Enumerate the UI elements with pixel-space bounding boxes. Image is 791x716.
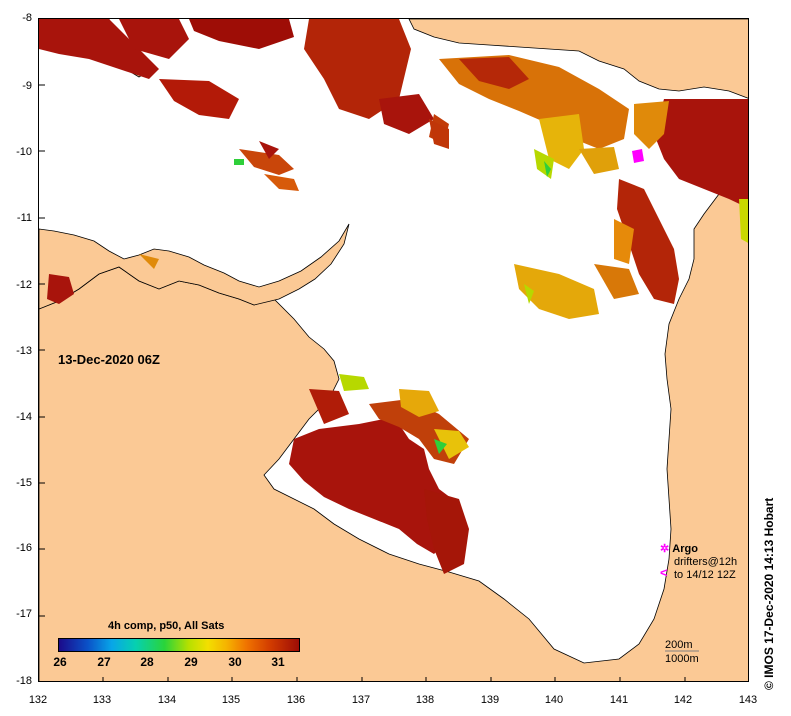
depth-200-label: 200m xyxy=(665,639,693,651)
lat-label: -16 xyxy=(16,542,32,554)
colorbar xyxy=(58,638,300,652)
axis-ticks xyxy=(39,84,686,681)
sst-patch xyxy=(189,19,294,49)
lat-label: -15 xyxy=(16,477,32,489)
depth-1000-label: 1000m xyxy=(665,653,699,665)
sst-map[interactable] xyxy=(38,18,749,682)
sst-patch xyxy=(39,19,159,79)
sst-patch xyxy=(617,179,679,304)
sst-patch xyxy=(594,264,639,299)
drifter-arrow-icon: < xyxy=(660,565,668,580)
lon-label: 132 xyxy=(28,694,48,706)
colorbar-label: 30 xyxy=(228,655,242,669)
lon-label: 141 xyxy=(609,694,629,706)
colorbar-title: 4h comp, p50, All Sats xyxy=(108,620,225,632)
sst-patch xyxy=(514,264,599,319)
colorbar-label: 29 xyxy=(184,655,198,669)
colorbar-label: 31 xyxy=(271,655,285,669)
sst-patch xyxy=(539,114,584,169)
lon-label: 136 xyxy=(286,694,306,706)
drifter-label-2: to 14/12 12Z xyxy=(674,569,736,581)
sst-layer xyxy=(39,19,748,574)
lon-label: 139 xyxy=(480,694,500,706)
lat-label: -12 xyxy=(16,279,32,291)
sst-patch xyxy=(289,419,464,554)
sst-patch xyxy=(259,141,279,159)
drifter-legend: drifters@12h < to 14/12 12Z xyxy=(660,556,737,582)
sst-patch xyxy=(119,19,189,59)
map-timestamp: 13-Dec-2020 06Z xyxy=(58,352,160,367)
sst-patch xyxy=(339,374,369,391)
sst-patch xyxy=(579,147,619,174)
lon-label: 140 xyxy=(544,694,564,706)
sst-patch xyxy=(264,174,299,191)
colorbar-label: 26 xyxy=(53,655,67,669)
lat-label: -11 xyxy=(16,212,32,224)
sst-patch xyxy=(159,79,239,119)
sst-patch xyxy=(544,161,551,177)
sst-patch xyxy=(524,284,534,304)
sst-patch xyxy=(304,19,411,119)
argo-label: Argo xyxy=(672,543,698,555)
lon-label: 134 xyxy=(157,694,177,706)
sst-patch xyxy=(139,254,159,269)
lat-label: -13 xyxy=(16,345,32,357)
sst-patch xyxy=(424,489,469,574)
lon-label: 143 xyxy=(738,694,758,706)
lon-label: 138 xyxy=(415,694,435,706)
lon-label: 137 xyxy=(351,694,371,706)
sst-patch xyxy=(47,274,74,304)
lon-label: 142 xyxy=(673,694,693,706)
lat-label: -18 xyxy=(16,675,32,687)
colorbar-label: 27 xyxy=(97,655,111,669)
argo-marker-icon: ✲ xyxy=(660,543,670,555)
sst-patch xyxy=(434,439,447,454)
credit-text: © IMOS 17-Dec-2020 14:13 Hobart xyxy=(762,497,776,690)
lon-label: 133 xyxy=(92,694,112,706)
sst-patch xyxy=(459,57,529,89)
sst-patch xyxy=(429,119,449,149)
land-new-guinea xyxy=(408,19,748,99)
sst-patch xyxy=(234,159,244,165)
lat-label: -17 xyxy=(16,608,32,620)
drifter-label-1: drifters@12h xyxy=(674,556,738,568)
sst-patch xyxy=(379,94,434,134)
sst-patch xyxy=(309,389,349,424)
lat-label: -14 xyxy=(16,411,32,423)
sst-patch xyxy=(634,101,669,149)
sst-patch xyxy=(439,55,629,149)
lon-label: 135 xyxy=(221,694,241,706)
colorbar-label: 28 xyxy=(140,655,154,669)
lat-label: -9 xyxy=(22,80,32,92)
map-canvas xyxy=(39,19,748,681)
argo-legend: ✲ Argo xyxy=(660,542,698,555)
lat-label: -8 xyxy=(22,12,32,24)
sst-patch xyxy=(239,149,294,175)
sst-patch xyxy=(399,389,439,417)
sst-patch xyxy=(434,429,469,459)
sst-patch xyxy=(739,199,748,243)
sst-patch xyxy=(654,99,748,209)
sst-patch xyxy=(614,219,634,264)
land-cape-york xyxy=(39,106,748,681)
lat-label: -10 xyxy=(16,146,32,158)
sst-patch xyxy=(632,149,644,163)
land-top-end xyxy=(39,223,350,310)
